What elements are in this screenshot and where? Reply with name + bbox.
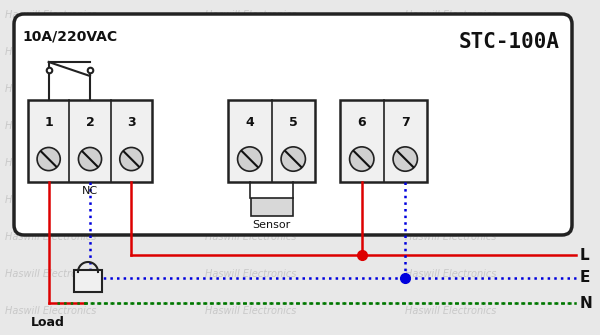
Text: N: N bbox=[580, 295, 593, 311]
Text: Haswill Electronics: Haswill Electronics bbox=[205, 121, 296, 131]
Circle shape bbox=[350, 147, 374, 171]
Text: Haswill Electronics: Haswill Electronics bbox=[405, 47, 496, 57]
Text: Sensor: Sensor bbox=[253, 220, 290, 230]
Text: Haswill Electronics: Haswill Electronics bbox=[5, 306, 97, 316]
Text: Haswill Electronics: Haswill Electronics bbox=[5, 47, 97, 57]
Text: Haswill Electronics: Haswill Electronics bbox=[405, 306, 496, 316]
Bar bbox=[28, 100, 152, 182]
Bar bbox=[74, 270, 102, 292]
Text: 10A/220VAC: 10A/220VAC bbox=[22, 30, 117, 44]
Text: Haswill Electronics: Haswill Electronics bbox=[205, 47, 296, 57]
Text: Haswill Electronics: Haswill Electronics bbox=[405, 10, 496, 20]
Text: STC-100A: STC-100A bbox=[459, 32, 560, 52]
Text: 2: 2 bbox=[86, 117, 94, 129]
Text: Haswill Electronics: Haswill Electronics bbox=[205, 84, 296, 94]
Circle shape bbox=[281, 147, 305, 171]
Text: Haswill Electronics: Haswill Electronics bbox=[5, 232, 97, 242]
Text: Haswill Electronics: Haswill Electronics bbox=[405, 269, 496, 279]
Bar bbox=[228, 100, 315, 182]
Text: Haswill Electronics: Haswill Electronics bbox=[5, 269, 97, 279]
Text: 4: 4 bbox=[245, 117, 254, 129]
Text: Haswill Electronics: Haswill Electronics bbox=[205, 10, 296, 20]
Bar bbox=[340, 100, 427, 182]
Text: NC: NC bbox=[82, 186, 98, 196]
Text: Haswill Electronics: Haswill Electronics bbox=[205, 306, 296, 316]
Circle shape bbox=[238, 147, 262, 171]
Text: 6: 6 bbox=[358, 117, 366, 129]
Text: Haswill Electronics: Haswill Electronics bbox=[405, 84, 496, 94]
Text: Haswill Electronics: Haswill Electronics bbox=[205, 158, 296, 168]
Text: Haswill Electronics: Haswill Electronics bbox=[5, 10, 97, 20]
Text: 7: 7 bbox=[401, 117, 410, 129]
Text: Haswill Electronics: Haswill Electronics bbox=[205, 195, 296, 205]
Circle shape bbox=[393, 147, 418, 171]
Text: 5: 5 bbox=[289, 117, 298, 129]
Text: L: L bbox=[580, 248, 590, 263]
Text: Haswill Electronics: Haswill Electronics bbox=[205, 232, 296, 242]
Text: Haswill Electronics: Haswill Electronics bbox=[5, 158, 97, 168]
Text: Haswill Electronics: Haswill Electronics bbox=[5, 84, 97, 94]
Text: Haswill Electronics: Haswill Electronics bbox=[5, 195, 97, 205]
FancyBboxPatch shape bbox=[14, 14, 572, 235]
Text: Haswill Electronics: Haswill Electronics bbox=[405, 121, 496, 131]
Text: 3: 3 bbox=[127, 117, 136, 129]
Circle shape bbox=[120, 147, 143, 171]
Text: Haswill Electronics: Haswill Electronics bbox=[405, 195, 496, 205]
Text: Haswill Electronics: Haswill Electronics bbox=[405, 158, 496, 168]
Circle shape bbox=[79, 147, 101, 171]
Text: Haswill Electronics: Haswill Electronics bbox=[5, 121, 97, 131]
Text: Load: Load bbox=[31, 316, 65, 329]
Text: E: E bbox=[580, 270, 590, 285]
Text: Haswill Electronics: Haswill Electronics bbox=[405, 232, 496, 242]
Circle shape bbox=[37, 147, 60, 171]
Text: Haswill Electronics: Haswill Electronics bbox=[205, 269, 296, 279]
Bar bbox=[251, 198, 293, 216]
Text: 1: 1 bbox=[44, 117, 53, 129]
